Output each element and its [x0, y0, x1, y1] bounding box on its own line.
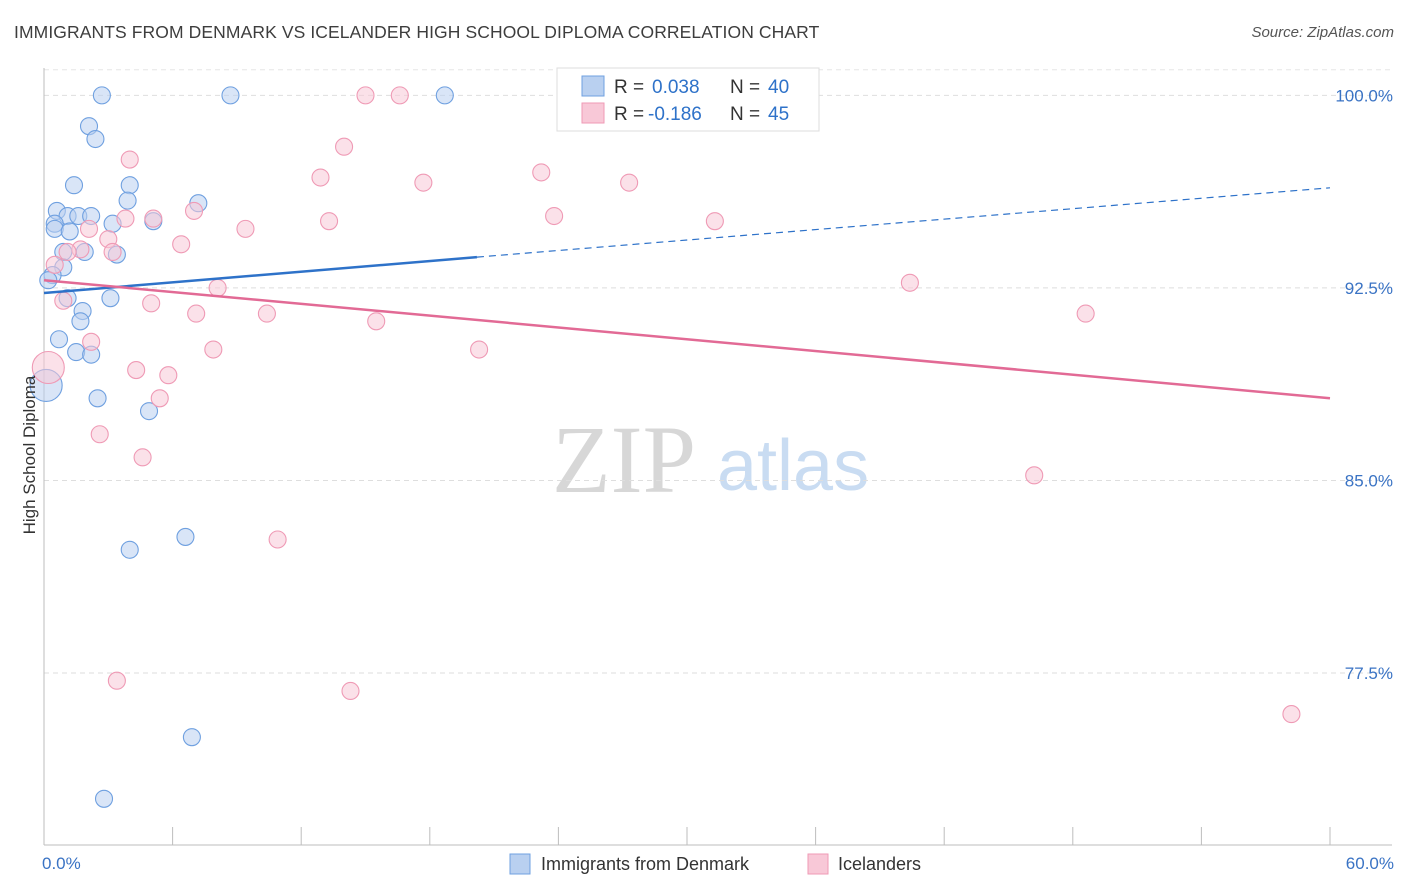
- icelander-point: [414, 173, 433, 192]
- icelander-point: [187, 304, 206, 323]
- series-legend: Immigrants from Denmark Icelanders: [509, 853, 921, 875]
- trend-line-denmark-extension: [476, 187, 1331, 258]
- icelander-point: [120, 150, 139, 169]
- icelander-point: [31, 350, 65, 385]
- icelander-point: [1076, 304, 1095, 323]
- icelander-point: [82, 332, 101, 351]
- denmark-point: [139, 402, 159, 421]
- denmark-point: [94, 789, 114, 808]
- series-legend-swatch-icelanders: [807, 853, 829, 875]
- series-legend-swatch-denmark: [509, 853, 531, 875]
- watermark-atlas: atlas: [717, 426, 869, 506]
- y-tick-label: 77.5%: [1345, 664, 1393, 683]
- icelander-point: [172, 235, 191, 254]
- watermark: ZIP atlas: [552, 406, 869, 513]
- icelander-point: [142, 294, 161, 313]
- denmark-point: [101, 289, 120, 308]
- icelander-point: [90, 425, 109, 444]
- chart-title: IMMIGRANTS FROM DENMARK VS ICELANDER HIG…: [14, 22, 820, 42]
- icelander-point: [150, 389, 169, 408]
- legend-r-label-icelanders: R =: [614, 104, 644, 125]
- icelander-point: [208, 278, 227, 297]
- trend-line-icelanders: [43, 278, 1331, 400]
- axes: [43, 68, 1392, 846]
- icelander-point: [257, 304, 276, 323]
- icelander-point: [107, 671, 126, 690]
- series-legend-label-icelanders: Icelanders: [838, 854, 921, 874]
- icelander-point: [545, 206, 564, 226]
- icelander-point: [79, 219, 99, 238]
- icelander-point: [390, 86, 409, 105]
- icelander-point: [356, 86, 375, 105]
- y-tick-label: 100.0%: [1335, 86, 1393, 105]
- icelander-point: [367, 312, 386, 331]
- legend-swatch-denmark: [581, 75, 605, 97]
- icelander-point: [144, 209, 163, 228]
- source-label: Source: ZipAtlas.com: [1251, 24, 1394, 41]
- y-tick-label: 92.5%: [1345, 279, 1393, 298]
- y-axis-title: High School Diploma: [20, 375, 39, 534]
- x-tick-labels: 0.0% 60.0%: [42, 854, 1394, 873]
- y-tick-labels: 100.0% 92.5% 85.0% 77.5%: [1335, 86, 1393, 683]
- icelander-point: [705, 212, 724, 231]
- x-tick-label: 0.0%: [42, 854, 81, 873]
- legend-n-value-icelanders: 45: [768, 104, 789, 125]
- legend-r-value-denmark: 0.038: [652, 77, 700, 98]
- icelander-point: [900, 273, 919, 292]
- denmark-point: [92, 86, 111, 105]
- icelander-point: [311, 168, 330, 187]
- icelander-point: [45, 255, 64, 274]
- y-tick-label: 85.0%: [1345, 471, 1393, 490]
- icelander-point: [184, 201, 204, 220]
- icelander-point: [1025, 466, 1044, 485]
- x-tick-label: 60.0%: [1346, 854, 1394, 873]
- denmark-point: [118, 191, 137, 210]
- denmark-point: [67, 343, 86, 362]
- denmark-point: [45, 219, 64, 238]
- denmark-point: [64, 176, 84, 195]
- icelander-point: [204, 340, 223, 359]
- denmark-point: [71, 312, 90, 331]
- icelander-point: [320, 212, 339, 231]
- watermark-zip: ZIP: [552, 406, 696, 513]
- denmark-point: [182, 728, 201, 747]
- icelander-point: [268, 530, 287, 549]
- icelander-point: [103, 242, 122, 262]
- legend-n-label-icelanders: N =: [730, 104, 760, 125]
- icelander-point: [236, 219, 255, 238]
- legend-n-value-denmark: 40: [768, 77, 789, 98]
- icelander-point: [1282, 705, 1301, 724]
- denmark-point: [60, 222, 79, 241]
- legend-r-label-denmark: R =: [614, 77, 644, 98]
- denmark-point: [86, 129, 105, 149]
- gridlines: [44, 69, 1392, 674]
- icelander-point: [532, 163, 551, 182]
- icelander-point: [159, 366, 178, 385]
- icelander-point: [58, 242, 77, 262]
- denmark-point: [435, 86, 454, 105]
- legend-n-label-denmark: N =: [730, 77, 760, 98]
- denmark-point: [221, 86, 240, 105]
- denmark-point: [120, 540, 139, 559]
- denmark-point: [49, 330, 69, 349]
- stats-legend: R = 0.038 N = 40 R = -0.186 N = 45: [556, 67, 820, 132]
- denmark-point: [120, 176, 139, 195]
- icelander-point: [116, 209, 135, 228]
- icelander-point: [127, 361, 146, 380]
- series-legend-label-denmark: Immigrants from Denmark: [541, 854, 750, 874]
- data-points: [29, 86, 1301, 808]
- icelander-point: [620, 173, 639, 192]
- icelander-point: [133, 448, 152, 467]
- icelander-point: [54, 291, 73, 310]
- legend-r-value-icelanders: -0.186: [648, 104, 702, 125]
- denmark-point: [88, 389, 107, 408]
- icelander-point: [335, 137, 354, 156]
- denmark-point: [176, 527, 195, 546]
- legend-swatch-icelanders: [581, 102, 605, 124]
- icelander-point: [341, 681, 360, 701]
- trend-lines: [43, 187, 1331, 400]
- icelander-point: [470, 340, 489, 359]
